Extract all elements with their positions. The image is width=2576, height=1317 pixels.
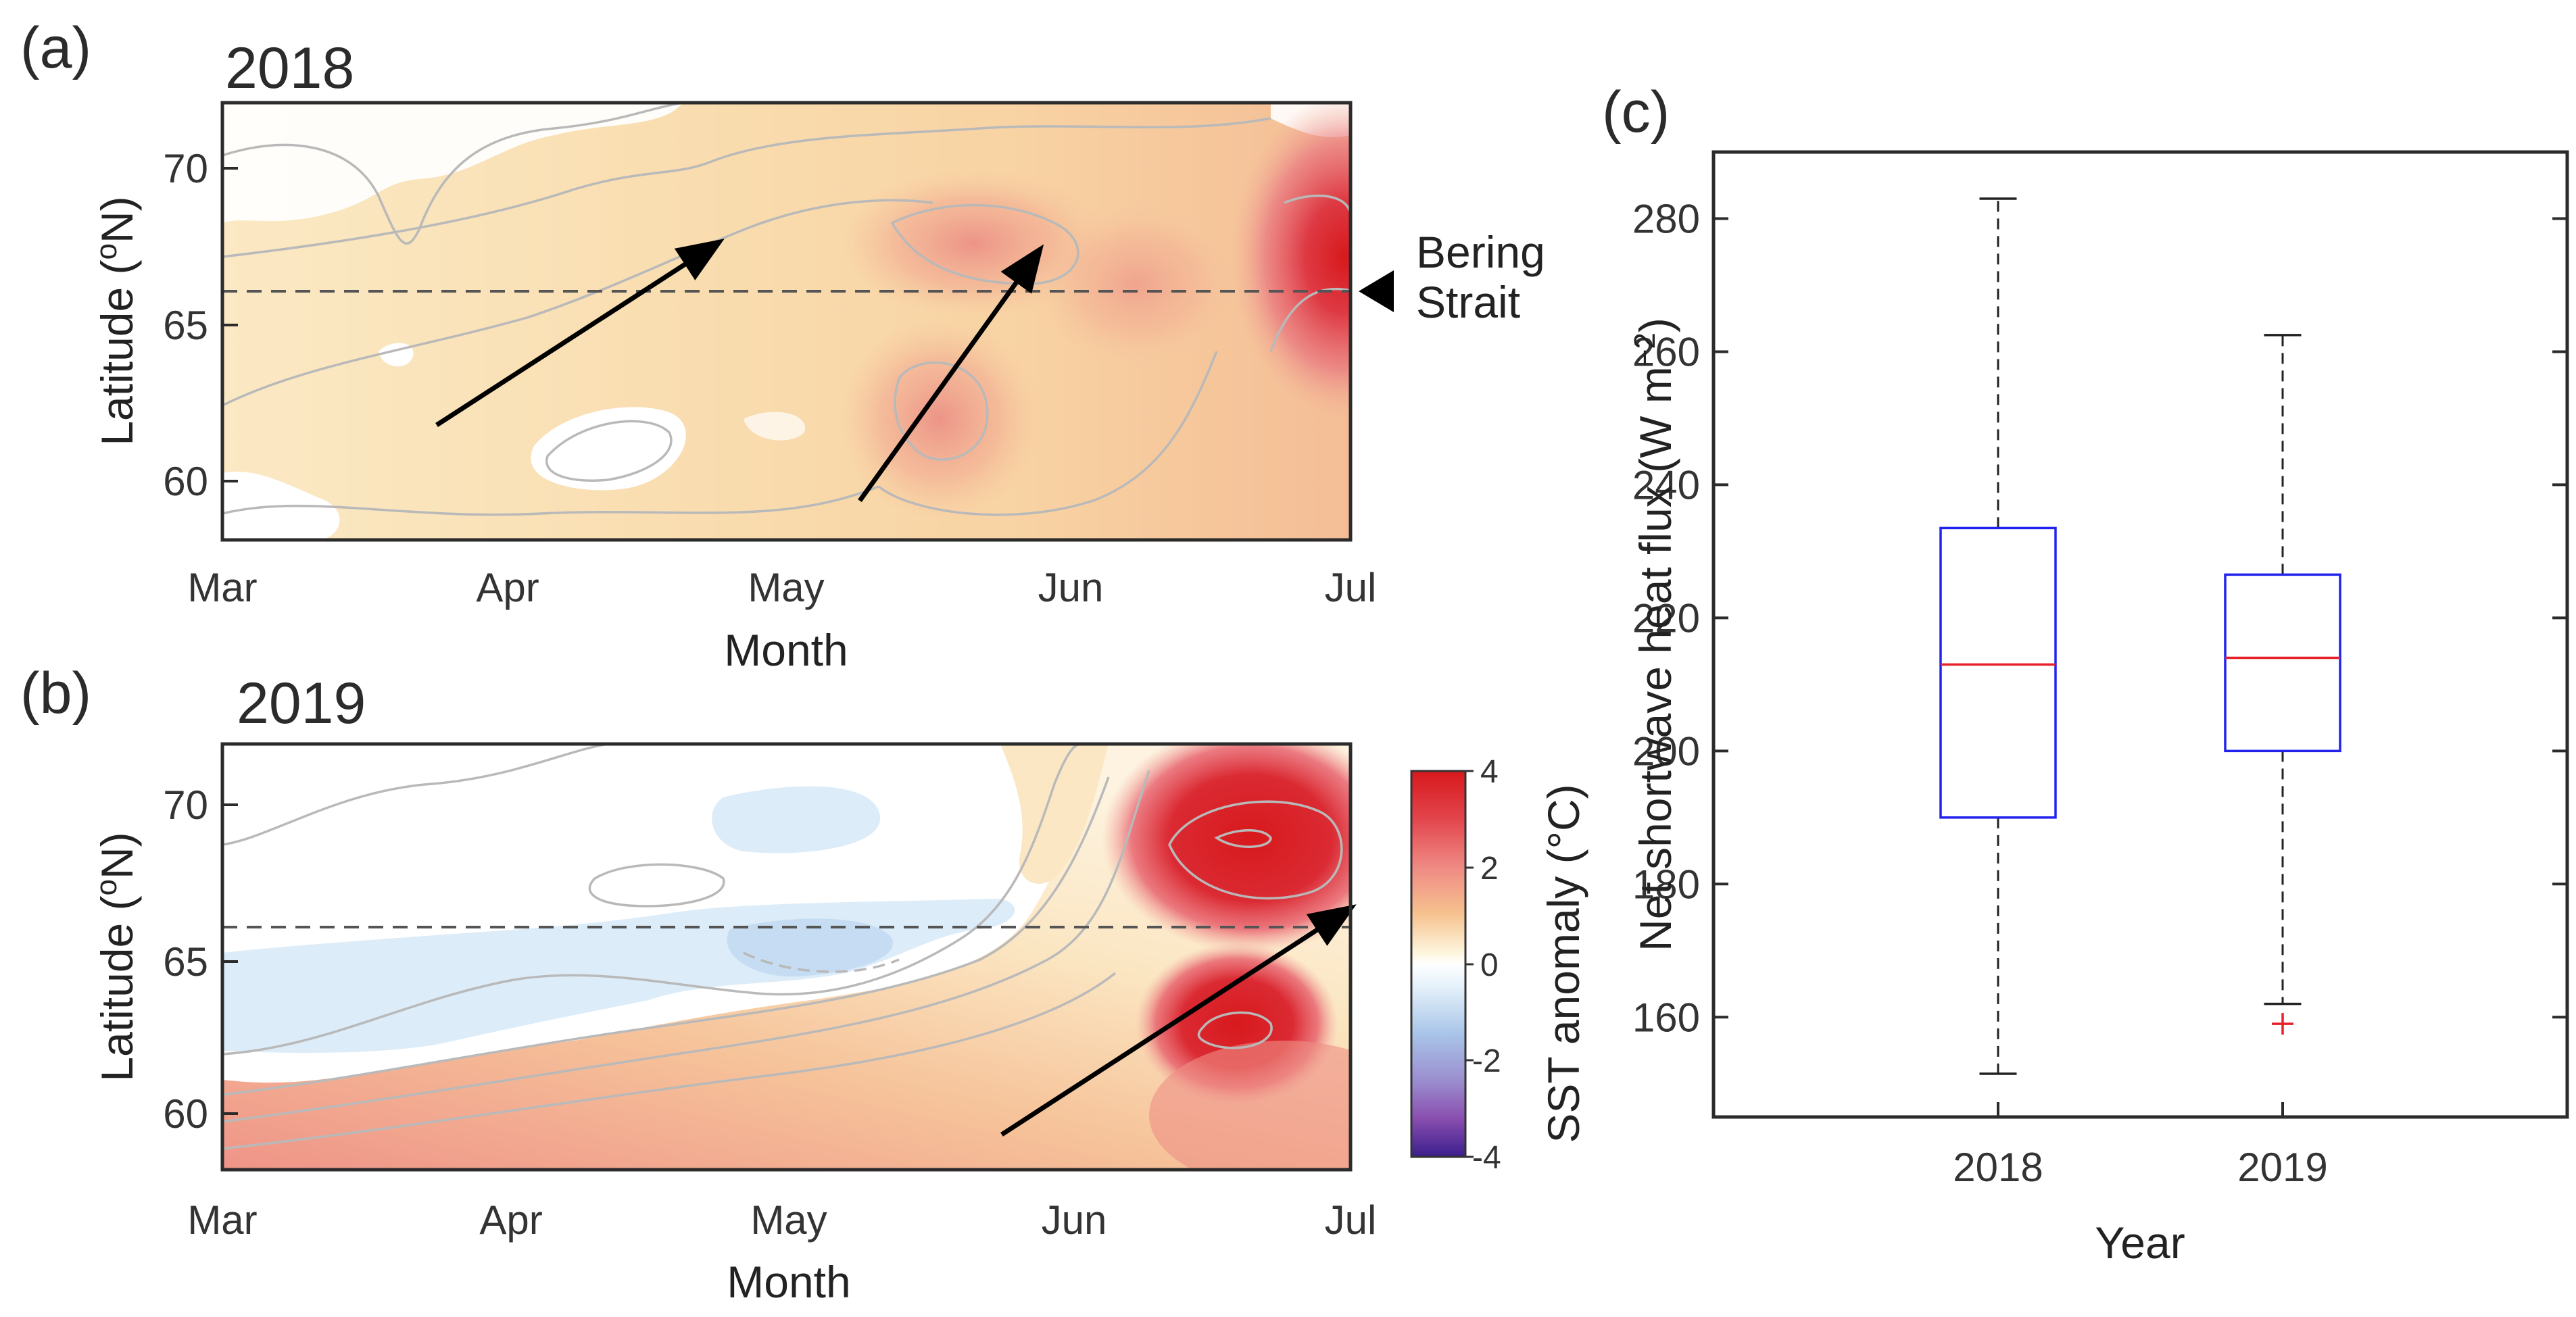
panel-b-y-axis: 60 65 70 — [163, 782, 238, 1137]
panel-c-y-tick-label: 220 — [1632, 595, 1700, 641]
panel-c-axes-frame — [1711, 150, 2569, 1119]
colorbar-tick: -4 — [1472, 1140, 1501, 1176]
panel-a-y-tick: 65 — [163, 303, 208, 348]
colorbar-ramp — [1410, 770, 1467, 1158]
panel-c-y-tick-label: 240 — [1632, 462, 1700, 507]
panel-c-x-tick-label: 2018 — [1953, 1145, 2043, 1190]
panel-a-x-tick: Apr — [476, 565, 539, 610]
panel-c-label: (c) — [1602, 80, 1670, 145]
panel-a-heatmap — [222, 103, 1351, 540]
panel-c-y-tick-label: 260 — [1632, 329, 1700, 374]
panel-a-axes-frame — [220, 101, 1353, 542]
panel-c-y-tick-label: 180 — [1632, 862, 1700, 907]
colorbar-tick: 0 — [1480, 947, 1499, 983]
panel-b-label: (b) — [20, 661, 91, 726]
panel-a-x-tick: Mar — [187, 565, 257, 610]
panel-c-boxplots — [1939, 197, 2341, 1075]
colorbar-tick: -2 — [1472, 1043, 1501, 1079]
panel-b-x-tick: Mar — [187, 1197, 257, 1243]
panel-c-y-tick-label: 280 — [1632, 196, 1700, 241]
panel-c-x-axis-title: Year — [2095, 1218, 2185, 1268]
panel-b-x-axis-title: Month — [727, 1257, 850, 1307]
panel-a-x-axis-title: Month — [724, 625, 848, 675]
panel-c-y-tick-label: 200 — [1632, 728, 1700, 774]
panel-c-x-tick-label: 2019 — [2237, 1145, 2327, 1190]
box-2019 — [2224, 334, 2341, 1035]
colorbar-tick: 4 — [1480, 754, 1499, 790]
panel-b-y-axis-title: Latitude (oN) — [90, 832, 142, 1081]
panel-a-y-tick: 60 — [163, 459, 208, 504]
panel-b: (b) 2019 — [20, 661, 1376, 1307]
panel-c-y-axis-title: Net shortwave heat flux (W m−2) — [1628, 318, 1680, 951]
panel-a-x-axis: Mar Apr May Jun Jul — [187, 565, 1376, 610]
panel-b-x-tick: Jun — [1042, 1197, 1107, 1243]
panel-c-x-axis: 2018 2019 — [1953, 1102, 2328, 1190]
panel-b-x-axis: Mar Apr May Jun Jul — [187, 1197, 1376, 1243]
panel-b-arrow-1 — [1000, 904, 1357, 1137]
bering-strait-marker-icon — [1359, 270, 1394, 312]
panel-b-y-tick: 60 — [163, 1091, 208, 1137]
panel-b-heatmap — [222, 744, 1351, 1170]
panel-b-y-tick: 65 — [163, 939, 208, 985]
panel-a-y-axis-title: Latitude (oN) — [90, 196, 142, 445]
panel-a-x-tick: Jun — [1038, 565, 1104, 610]
panel-b-x-tick: May — [750, 1197, 827, 1243]
colorbar-title: SST anomaly (°C) — [1538, 784, 1588, 1143]
colorbar: 4 2 0 -2 -4 SST anomaly (°C) — [1410, 754, 1588, 1176]
panel-b-y-tick: 70 — [163, 782, 208, 828]
panel-b-x-tick: Apr — [479, 1197, 542, 1243]
panel-c: (c) 160 180 200 220 240 260 280 2018 2019 Net s… — [1602, 80, 2569, 1268]
box-iqr — [1939, 526, 2057, 819]
bering-strait-label-line2: Strait — [1416, 277, 1520, 327]
panel-a-label: (a) — [20, 16, 91, 80]
colorbar-tick: 2 — [1480, 851, 1499, 887]
panel-a-year-title: 2018 — [225, 36, 354, 101]
panel-a-arrow-1 — [435, 239, 725, 427]
panel-a-x-tick: Jul — [1325, 565, 1377, 610]
panel-c-y-tick-label: 160 — [1632, 995, 1700, 1040]
panel-a-arrow-2 — [858, 244, 1044, 503]
panel-a-x-tick: May — [748, 565, 824, 610]
panel-a-y-axis: 60 65 70 — [163, 146, 238, 504]
bering-strait-label-line1: Bering — [1416, 227, 1545, 277]
panel-b-axes-frame — [220, 742, 1353, 1172]
panel-a-y-tick: 70 — [163, 146, 208, 191]
panel-c-y-axis: 160 180 200 220 240 260 280 — [1632, 196, 2567, 1040]
panel-b-year-title: 2019 — [237, 671, 366, 736]
panel-b-x-tick: Jul — [1325, 1197, 1377, 1243]
box-2018 — [1939, 197, 2057, 1075]
panel-a: (a) 2018 — [20, 16, 1545, 675]
box-iqr — [2224, 573, 2341, 753]
box-outlier — [2272, 1013, 2293, 1035]
